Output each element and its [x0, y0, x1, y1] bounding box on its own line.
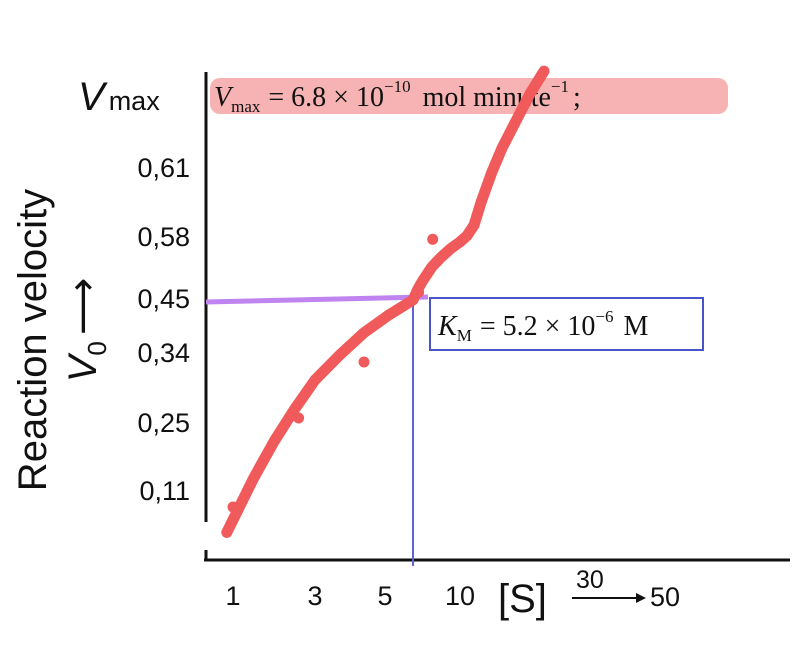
x-axis-title: [S]: [498, 577, 547, 621]
y-axis-symbol: V0 ⟶: [61, 278, 112, 383]
x-tick-label: 5: [377, 581, 392, 611]
x-axis-end-label: 50: [650, 582, 680, 612]
x-tick-label: 1: [225, 581, 240, 611]
km-eq-unit: M: [624, 311, 649, 342]
vmax-eq-exponent: −10: [384, 77, 411, 96]
vmax-eq-unit-exponent: −1: [551, 77, 569, 96]
vmax-axis-symbol: V: [78, 75, 108, 119]
data-point: [413, 286, 425, 298]
vmax-eq-trailing: ;: [573, 82, 581, 113]
x-tick-labels: 1 3 5 10: [225, 581, 475, 611]
y-tick-label: 0,61: [137, 153, 190, 183]
y-axis-title: Reaction velocity: [11, 189, 55, 491]
y-axis-gap: [200, 522, 209, 550]
data-point: [293, 412, 305, 424]
x-axis-above-arrow: 30: [576, 566, 604, 594]
vmax-eq-text: = 6.8 × 10: [268, 82, 384, 113]
km-eq-text: = 5.2 × 10: [480, 311, 596, 342]
x-tick-label: 3: [307, 581, 322, 611]
vmax-eq-sub: max: [231, 97, 261, 116]
vmax-eq-symbol: V: [214, 82, 234, 113]
km-eq-sub: M: [457, 326, 472, 345]
km-eq-exponent: −6: [595, 307, 613, 326]
data-point: [227, 501, 239, 513]
y-tick-label: 0,34: [137, 338, 190, 368]
x-tick-label: 10: [445, 581, 475, 611]
vmax-axis-sub: max: [109, 86, 161, 116]
vmax-equation-text: Vmax = 6.8 × 10−10 mol minute−1;: [214, 77, 581, 116]
data-point: [358, 356, 370, 368]
km-equation-text: KM = 5.2 × 10−6 M: [437, 307, 649, 345]
y-tick-labels: 0,11 0,25 0,34 0,45 0,58 0,61: [137, 153, 190, 506]
y-tick-label: 0,11: [139, 476, 190, 506]
y-tick-label: 0,25: [137, 408, 190, 438]
y-axis-arrow: ⟶: [61, 278, 105, 335]
half-vmax-line: [205, 294, 429, 305]
x-axis-arrow-head: [636, 593, 646, 603]
fitted-curve: [221, 65, 550, 538]
km-eq-symbol: K: [437, 311, 458, 342]
vmax-equation: Vmax = 6.8 × 10−10 mol minute−1;: [210, 77, 728, 116]
y-axis-symbol-group: V0 ⟶: [61, 278, 112, 383]
km-box: [429, 297, 704, 351]
measured-points: [227, 233, 439, 513]
y-tick-label: 0,58: [137, 222, 190, 252]
y-axis-v: V: [61, 352, 105, 382]
vmax-highlight: [210, 78, 728, 114]
km-equation: KM = 5.2 × 10−6 M: [429, 297, 704, 351]
y-tick-label: 0,45: [137, 284, 190, 314]
y-axis-v-sub: 0: [82, 341, 112, 355]
y-axis-title-group: Reaction velocity: [11, 189, 55, 491]
data-point: [427, 233, 439, 245]
